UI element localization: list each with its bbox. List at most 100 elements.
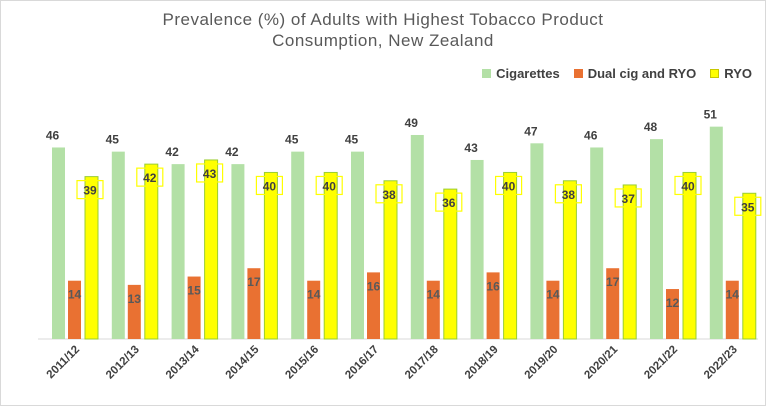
bar-dual: [606, 268, 620, 339]
data-label-cigarettes: 51: [704, 108, 718, 122]
x-tick-label: 2011/12: [45, 344, 82, 381]
legend-swatch: [573, 69, 583, 78]
bar-ryo: [323, 171, 338, 340]
legend-item-ryo: RYO: [710, 66, 752, 81]
bar-ryo: [263, 171, 278, 340]
x-tick-label: 2017/18: [403, 343, 441, 381]
bar-dual: [426, 280, 440, 339]
data-label-ryo: 40: [263, 179, 277, 193]
x-tick-label: 2021/22: [642, 344, 680, 382]
data-label-dual: 16: [367, 279, 381, 293]
bar-dual: [666, 289, 679, 339]
bar-cigarettes: [171, 164, 185, 339]
data-label-cigarettes: 47: [524, 124, 538, 138]
data-label-cigarettes: 46: [46, 128, 60, 142]
bar-cigarettes: [709, 126, 723, 340]
data-label-box-ryo: [495, 175, 523, 196]
x-tick-label: 2018/19: [463, 344, 501, 382]
data-label-ryo: 40: [502, 179, 516, 193]
data-label-dual: 14: [307, 288, 321, 302]
data-label-dual: 17: [247, 275, 261, 289]
bar-dual: [486, 272, 500, 339]
bar-dual: [187, 276, 201, 339]
data-label-dual: 17: [606, 275, 620, 289]
x-tick-label: 2012/13: [104, 344, 142, 382]
bar-ryo: [84, 176, 99, 340]
bar-dual: [367, 272, 380, 339]
legend-item-dual: Dual cig and RYO: [573, 66, 697, 81]
data-label-cigarettes: 42: [165, 145, 179, 159]
bar-ryo: [144, 163, 159, 340]
data-label-cigarettes: 46: [584, 128, 598, 142]
bar-cigarettes: [410, 134, 424, 339]
data-label-ryo: 40: [681, 179, 695, 193]
data-label-cigarettes: 45: [285, 133, 299, 147]
bar-cigarettes: [291, 151, 305, 339]
bar-cigarettes: [590, 147, 604, 339]
bar-cigarettes: [111, 151, 125, 339]
data-label-box-ryo: [76, 180, 104, 200]
legend: Cigarettes Dual cig and RYO RYO: [482, 66, 752, 81]
x-tick-label: 2016/17: [343, 344, 381, 382]
data-label-dual: 13: [128, 292, 142, 306]
bar-cigarettes: [650, 139, 663, 339]
bar-ryo: [742, 192, 757, 340]
data-label-ryo: 36: [442, 196, 456, 210]
x-tick-label: 2015/16: [283, 344, 321, 382]
data-label-box-ryo: [614, 188, 642, 208]
data-label-box-ryo: [674, 175, 702, 196]
data-label-box-ryo: [315, 175, 343, 196]
legend-swatch: [710, 69, 720, 78]
data-label-dual: 14: [546, 288, 560, 302]
chart-title-line-1: Prevalence (%) of Adults with Highest To…: [162, 10, 604, 29]
data-label-ryo: 42: [143, 171, 157, 185]
legend-label: Cigarettes: [496, 66, 560, 81]
bar-ryo: [503, 171, 518, 340]
data-label-box-ryo: [196, 163, 224, 183]
bar-ryo: [562, 180, 577, 340]
data-label-dual: 15: [187, 284, 201, 298]
data-label-box-ryo: [255, 175, 283, 196]
data-label-ryo: 39: [83, 184, 97, 198]
legend-swatch: [482, 69, 492, 78]
data-label-dual: 12: [666, 296, 680, 310]
bar-dual: [307, 280, 321, 339]
data-label-dual: 14: [726, 288, 740, 302]
bar-ryo: [682, 171, 697, 340]
data-label-box-ryo: [734, 196, 762, 216]
data-label-dual: 16: [486, 279, 500, 293]
bar-cigarettes: [351, 151, 364, 339]
data-label-ryo: 40: [323, 179, 337, 193]
bar-cigarettes: [231, 164, 245, 339]
x-tick-label: 2020/21: [582, 343, 620, 381]
bar-ryo: [443, 188, 458, 340]
bar-dual: [68, 280, 81, 339]
bar-dual: [247, 268, 261, 339]
bar-ryo: [383, 180, 398, 340]
data-label-cigarettes: 43: [464, 141, 478, 155]
bar-cigarettes: [470, 159, 484, 339]
data-label-ryo: 38: [562, 188, 576, 202]
data-label-cigarettes: 45: [345, 133, 359, 147]
bar-ryo: [622, 184, 637, 340]
bar-ryo: [204, 159, 219, 340]
chart-title: Prevalence (%) of Adults with Highest To…: [0, 9, 766, 51]
x-tick-label: 2022/23: [702, 344, 740, 382]
data-label-ryo: 43: [203, 167, 217, 181]
data-label-cigarettes: 48: [644, 120, 658, 134]
bar-cigarettes: [530, 143, 544, 339]
legend-label: Dual cig and RYO: [587, 66, 697, 81]
x-tick-label: 2013/14: [164, 343, 202, 381]
data-label-cigarettes: 45: [106, 133, 120, 147]
data-label-ryo: 38: [382, 188, 396, 202]
bar-cigarettes: [52, 147, 65, 339]
data-label-box-ryo: [136, 167, 164, 187]
data-label-dual: 14: [68, 288, 82, 302]
bar-dual: [725, 280, 739, 339]
data-label-box-ryo: [375, 184, 403, 204]
data-label-cigarettes: 49: [405, 116, 419, 130]
data-label-box-ryo: [554, 184, 583, 204]
data-label-dual: 14: [427, 288, 441, 302]
x-tick-label: 2019/20: [523, 344, 561, 382]
legend-item-cigarettes: Cigarettes: [482, 66, 560, 81]
